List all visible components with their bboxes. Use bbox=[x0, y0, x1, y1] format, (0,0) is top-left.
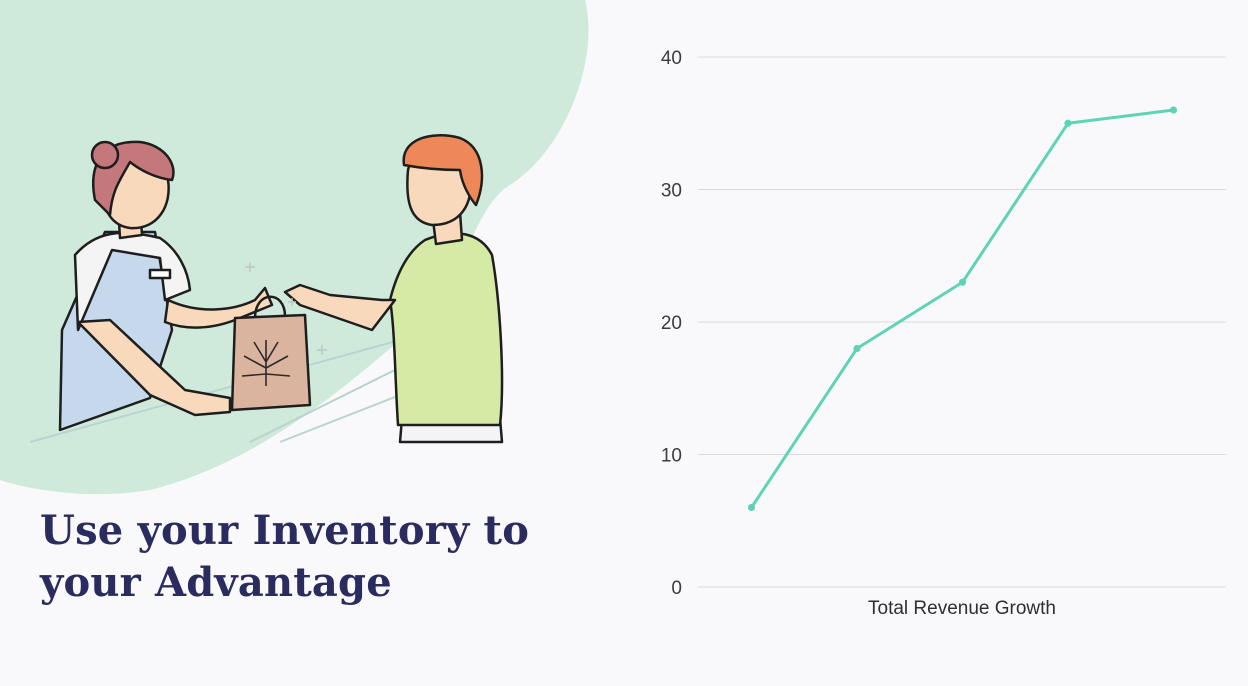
data-point-1 bbox=[747, 503, 756, 512]
data-point-5 bbox=[1169, 106, 1178, 114]
clerk-figure bbox=[58, 140, 274, 432]
illustration bbox=[0, 0, 589, 495]
customer-shirt bbox=[388, 232, 504, 427]
data-point-2 bbox=[853, 344, 861, 353]
customer-figure bbox=[283, 134, 504, 444]
clerk-shirt bbox=[73, 231, 192, 332]
headline: Use your Inventory to your Advantage bbox=[40, 505, 600, 609]
series-line-0 bbox=[750, 108, 1174, 509]
customer-hair bbox=[402, 134, 484, 207]
clerk-hair-bun bbox=[90, 140, 120, 170]
line-chart: 0 10 20 30 40 Total Revenue Growth bbox=[661, 48, 1226, 619]
customer-arm bbox=[283, 283, 397, 332]
y-tick-label-30: 30 bbox=[661, 181, 682, 202]
y-tick-label-20: 20 bbox=[661, 313, 682, 334]
cannabis-leaf-icon bbox=[241, 340, 291, 386]
y-tick-label-10: 10 bbox=[661, 446, 682, 467]
y-tick-label-0: 0 bbox=[671, 578, 682, 599]
clerk-arm bbox=[76, 318, 232, 417]
headline-line-1: Use your Inventory to bbox=[40, 507, 530, 554]
y-tick-label-40: 40 bbox=[661, 48, 682, 69]
x-axis-label: Total Revenue Growth bbox=[868, 598, 1056, 619]
data-point-3 bbox=[958, 278, 967, 286]
counter-lines bbox=[29, 339, 406, 443]
headline-line-2: your Advantage bbox=[40, 559, 392, 606]
shopping-bag bbox=[230, 295, 312, 412]
sparkle-icons bbox=[245, 262, 327, 355]
data-point-4 bbox=[1064, 119, 1072, 127]
clerk-name-tag bbox=[148, 268, 172, 280]
